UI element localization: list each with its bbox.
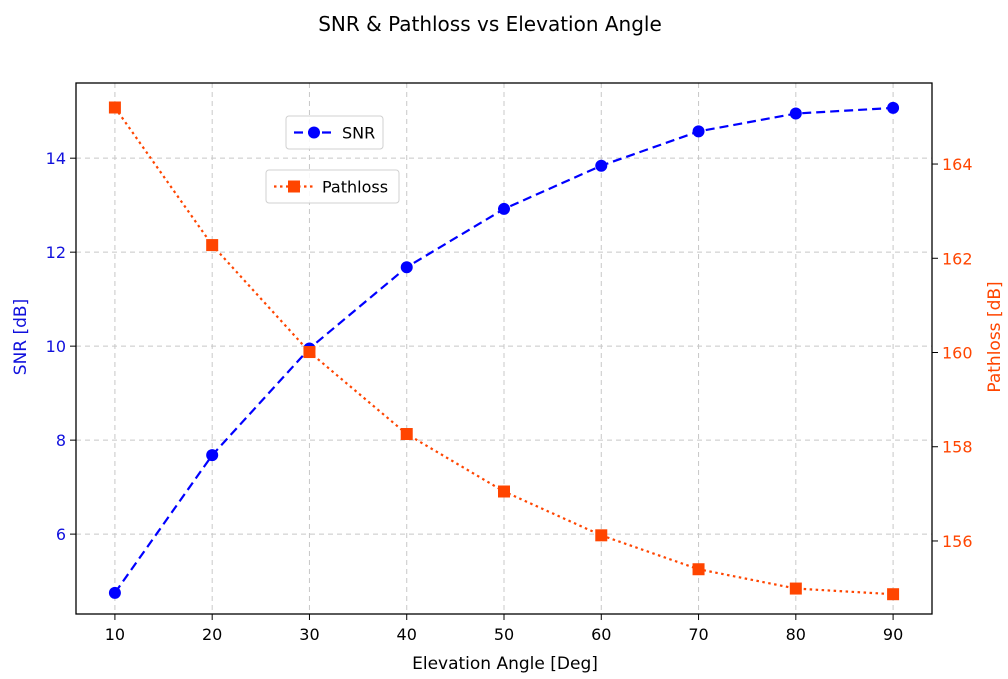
series-point-pathloss: [498, 485, 510, 498]
legend-label-pathloss: Pathloss: [322, 178, 388, 197]
series-point-pathloss: [692, 563, 705, 576]
y-right-tick-label: 156: [942, 532, 973, 551]
series-point-pathloss: [206, 239, 219, 252]
x-tick-label: 40: [397, 625, 417, 644]
legend-marker-pathloss: [288, 180, 300, 193]
series-point-snr: [108, 586, 121, 599]
series-layer: [108, 101, 900, 601]
legend-layer: SNR Pathloss: [265, 115, 400, 204]
series-line-pathloss: [114, 106, 894, 596]
x-tick-label: 70: [688, 625, 708, 644]
series-point-pathloss: [789, 582, 802, 595]
chart-title: SNR & Pathloss vs Elevation Angle: [318, 12, 662, 36]
y-right-tick-label: 162: [942, 249, 973, 268]
y-right-tick-label: 158: [942, 438, 973, 457]
series-point-snr: [887, 101, 900, 114]
series-point-snr: [692, 125, 705, 138]
series-point-snr: [400, 261, 413, 274]
y-axis-right-label: Pathloss [dB]: [985, 281, 1005, 392]
y-right-tick-label: 160: [942, 344, 973, 363]
series-point-pathloss: [887, 588, 900, 601]
series-line-snr: [114, 106, 894, 594]
y-axis-left-label: SNR [dB]: [11, 299, 31, 375]
series-point-pathloss: [303, 346, 316, 359]
y-left-tick-label: 8: [56, 431, 66, 450]
y-left-tick-label: 10: [46, 337, 66, 356]
x-tick-label: 90: [883, 625, 903, 644]
x-tick-label: 80: [786, 625, 806, 644]
y-left-tick-label: 14: [46, 149, 66, 168]
x-tick-label: 50: [494, 625, 514, 644]
legend-label-snr: SNR: [342, 124, 375, 143]
legend-box-snr: [285, 115, 384, 150]
x-tick-label: 60: [591, 625, 611, 644]
series-point-snr: [789, 107, 802, 120]
series-point-pathloss: [108, 101, 121, 114]
x-tick-label: 10: [105, 625, 125, 644]
series-point-snr: [498, 202, 510, 215]
x-axis-label: Elevation Angle [Deg]: [412, 654, 598, 674]
series-point-pathloss: [595, 529, 608, 542]
axes-layer: 10 20 30 40 50 60 70 80 90 6 8 10 12 14 156 158 160 162 16…: [46, 82, 973, 644]
x-tick-label: 30: [299, 625, 319, 644]
series-point-snr: [206, 449, 219, 462]
series-point-pathloss: [400, 428, 413, 441]
x-tick-label: 20: [202, 625, 222, 644]
grid-layer: [76, 83, 932, 614]
legend-box-pathloss: [265, 169, 400, 204]
y-left-tick-label: 12: [46, 243, 66, 262]
series-point-snr: [595, 159, 608, 172]
legend-marker-snr: [308, 126, 320, 139]
y-right-tick-label: 164: [942, 155, 973, 174]
y-left-tick-label: 6: [56, 525, 66, 544]
